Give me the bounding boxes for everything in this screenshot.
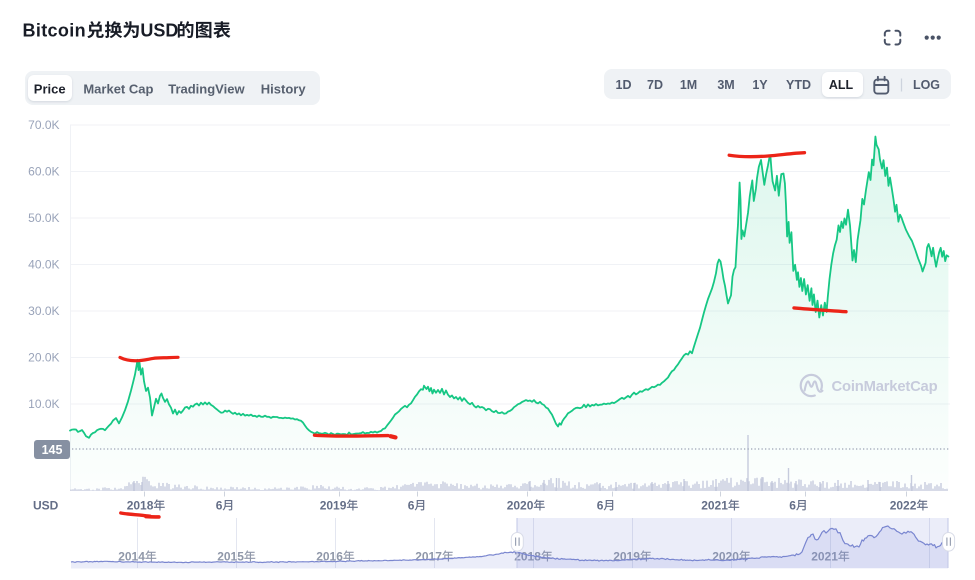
svg-text:2018: 2018 <box>127 499 154 513</box>
svg-text:6: 6 <box>597 499 604 513</box>
svg-text:USD: USD <box>140 21 178 41</box>
svg-text:50.0K: 50.0K <box>28 211 59 225</box>
svg-text:30.0K: 30.0K <box>28 304 59 318</box>
svg-text:Bitcoin: Bitcoin <box>23 21 86 41</box>
svg-text:2014: 2014 <box>118 550 145 564</box>
svg-text:6: 6 <box>216 499 223 513</box>
svg-text:60.0K: 60.0K <box>28 165 59 179</box>
svg-text:2020: 2020 <box>507 499 534 513</box>
svg-text:2015: 2015 <box>217 550 244 564</box>
svg-text:40.0K: 40.0K <box>28 258 59 272</box>
svg-text:2021: 2021 <box>701 499 728 513</box>
svg-text:2022: 2022 <box>890 499 917 513</box>
svg-text:CoinMarketCap: CoinMarketCap <box>832 379 938 395</box>
svg-text:6: 6 <box>408 499 415 513</box>
svg-text:10.0K: 10.0K <box>28 397 59 411</box>
svg-text:6: 6 <box>789 499 796 513</box>
svg-text:2016: 2016 <box>316 550 343 564</box>
svg-text:2019: 2019 <box>320 499 347 513</box>
svg-text:20.0K: 20.0K <box>28 351 59 365</box>
svg-text:70.0K: 70.0K <box>28 118 59 132</box>
svg-text:145: 145 <box>42 443 63 457</box>
svg-text:2021: 2021 <box>811 550 838 564</box>
svg-text:USD: USD <box>33 499 59 513</box>
